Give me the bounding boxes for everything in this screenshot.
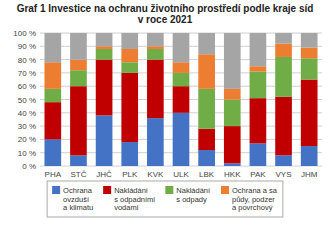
legend: Ochranaovzdušía klimatu Nakládánís odpadn… bbox=[47, 181, 283, 217]
bar-segment bbox=[96, 49, 113, 60]
bar-segment bbox=[198, 129, 215, 150]
legend-label: Ochranaovzdušía klimatu bbox=[63, 186, 93, 212]
x-tick-label: JHM bbox=[301, 170, 318, 179]
bar-segment bbox=[301, 146, 318, 166]
bar-segment bbox=[70, 60, 87, 71]
x-tick-label: HKK bbox=[224, 170, 241, 179]
bar-segment bbox=[275, 44, 292, 57]
bar-segment bbox=[70, 86, 87, 155]
bar-segment bbox=[275, 33, 292, 44]
bar-segment bbox=[147, 60, 164, 119]
bar-segment bbox=[173, 62, 190, 73]
legend-label: Nakládánís odpadnímivodami bbox=[114, 186, 155, 212]
bar-segment bbox=[198, 89, 215, 129]
y-tick-label: 50 % bbox=[18, 96, 36, 105]
chart: Graf 1 Investice na ochranu životního pr… bbox=[0, 0, 330, 248]
bar-segment bbox=[44, 139, 61, 166]
bar-segment bbox=[224, 33, 241, 89]
bar-segment bbox=[198, 33, 215, 54]
bar-segment bbox=[96, 60, 113, 116]
x-tick-label: STČ bbox=[70, 170, 86, 179]
bar-segment bbox=[121, 49, 138, 62]
x-tick-label: KVK bbox=[147, 170, 164, 179]
y-tick-label: 30 % bbox=[18, 122, 36, 131]
bar-segment bbox=[44, 62, 61, 89]
legend-label: Nakládánís odpady bbox=[176, 186, 211, 204]
bar-segment bbox=[250, 143, 267, 166]
bar-segment bbox=[224, 100, 241, 127]
bar-segment bbox=[44, 89, 61, 102]
bar-segment bbox=[250, 72, 267, 99]
bar-segment bbox=[147, 118, 164, 166]
legend-item: Nakládánís odpady bbox=[165, 186, 211, 204]
bar-segment bbox=[301, 33, 318, 48]
title: Graf 1 Investice na ochranu životního pr… bbox=[17, 3, 314, 25]
legend-swatch bbox=[52, 186, 60, 194]
bar-segment bbox=[250, 66, 267, 71]
bar-segment bbox=[147, 46, 164, 49]
legend-item: Ochranaovzdušía klimatu bbox=[52, 186, 93, 212]
bar-segment bbox=[250, 33, 267, 66]
bar-segment bbox=[173, 33, 190, 62]
bar-segment bbox=[198, 150, 215, 166]
legend-swatch bbox=[221, 186, 229, 194]
x-tick-label: PLK bbox=[122, 170, 138, 179]
bar-segment bbox=[121, 142, 138, 166]
y-tick-label: 80 % bbox=[18, 56, 36, 65]
bar-segment bbox=[301, 80, 318, 147]
bar-segment bbox=[96, 115, 113, 166]
legend-frame bbox=[47, 181, 283, 217]
bar-segment bbox=[275, 155, 292, 166]
x-tick-label: VYS bbox=[276, 170, 292, 179]
grid bbox=[40, 33, 322, 166]
x-tick-label: ULK bbox=[173, 170, 189, 179]
bar-segment bbox=[173, 113, 190, 166]
bar-segment bbox=[224, 163, 241, 166]
bar-segment bbox=[147, 49, 164, 60]
x-tick-label: LBK bbox=[199, 170, 215, 179]
bar-segment bbox=[224, 89, 241, 100]
legend-item: Nakládánís odpadnímivodami bbox=[103, 186, 155, 212]
y-tick-label: 20 % bbox=[18, 135, 36, 144]
bar-segment bbox=[147, 33, 164, 46]
y-tick-label: 70 % bbox=[18, 69, 36, 78]
bar-segment bbox=[198, 54, 215, 89]
y-tick-label: 100 % bbox=[13, 29, 36, 38]
bars bbox=[44, 33, 317, 166]
y-tick-label: 60 % bbox=[18, 82, 36, 91]
bar-segment bbox=[44, 102, 61, 139]
legend-label: Ochrana a sapůdy, podzera povrchový bbox=[232, 186, 278, 212]
y-tick-label: 0 % bbox=[22, 162, 36, 171]
bar-segment bbox=[250, 98, 267, 143]
bar-segment bbox=[224, 126, 241, 163]
y-tick-label: 10 % bbox=[18, 149, 36, 158]
bar-segment bbox=[121, 62, 138, 73]
bar-segment bbox=[121, 73, 138, 142]
bar-segment bbox=[44, 33, 61, 62]
bar-segment bbox=[121, 33, 138, 49]
bar-segment bbox=[173, 73, 190, 86]
bar-segment bbox=[96, 33, 113, 46]
legend-item: Ochrana a sapůdy, podzera povrchový bbox=[221, 186, 278, 212]
x-tick-label: PHA bbox=[45, 170, 62, 179]
y-tick-label: 90 % bbox=[18, 42, 36, 51]
bar-segment bbox=[275, 97, 292, 156]
bar-segment bbox=[301, 48, 318, 59]
legend-swatch bbox=[165, 186, 173, 194]
y-tick-label: 40 % bbox=[18, 109, 36, 118]
bar-segment bbox=[173, 86, 190, 113]
bar-segment bbox=[275, 57, 292, 97]
bar-segment bbox=[70, 70, 87, 86]
bar-segment bbox=[70, 33, 87, 60]
x-tick-label: JHČ bbox=[96, 170, 112, 179]
x-tick-label: PAK bbox=[250, 170, 266, 179]
bar-segment bbox=[96, 46, 113, 49]
bar-segment bbox=[301, 58, 318, 79]
legend-swatch bbox=[103, 186, 111, 194]
bar-segment bbox=[70, 155, 87, 166]
